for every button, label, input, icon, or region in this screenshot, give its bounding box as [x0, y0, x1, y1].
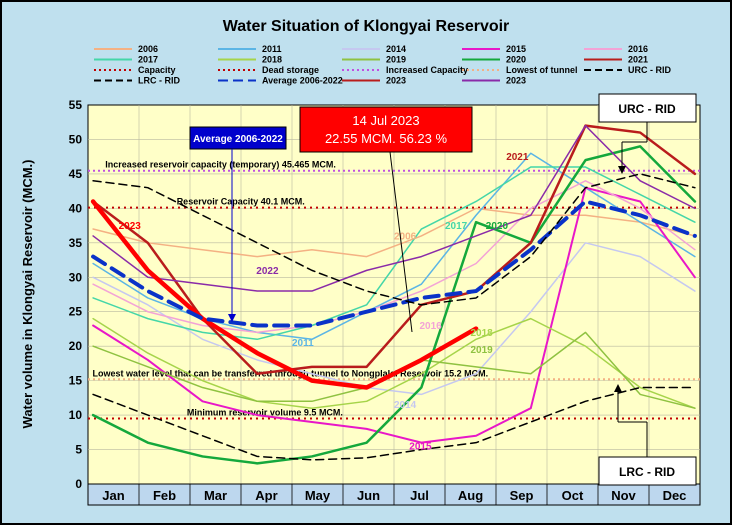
- legend-entry: 2018: [262, 55, 282, 65]
- legend-entry: 2021: [628, 55, 648, 65]
- x-tick-label: Feb: [153, 488, 176, 503]
- average-arrow: [228, 314, 236, 322]
- series-line: [90, 199, 479, 390]
- y-tick-label: 50: [69, 132, 83, 146]
- series-line: [91, 199, 697, 328]
- urc-arrow: [618, 166, 626, 174]
- y-tick-label: 10: [69, 408, 83, 422]
- y-tick-label: 30: [69, 270, 83, 284]
- urc-label-text: URC - RID: [618, 102, 676, 116]
- x-tick-label: Jun: [357, 488, 380, 503]
- x-tick-label: Jul: [410, 488, 429, 503]
- x-tick-label: Jan: [102, 488, 124, 503]
- series-label: 2014: [394, 400, 417, 411]
- x-axis: Jan Feb Mar Apr May Jun Jul Aug Sep Oct Nov Dec: [87, 483, 701, 506]
- reference-line-label: Minimum reservoir volume 9.5 MCM.: [187, 408, 343, 418]
- reference-lines: Increased reservoir capacity (temporary)…: [88, 160, 700, 420]
- y-tick-label: 15: [69, 374, 83, 388]
- legend-entry: Lowest of tunnel: [506, 65, 578, 75]
- series-label: 2015: [409, 442, 432, 453]
- legend-entry: 2019: [386, 55, 406, 65]
- series-label: 2006: [394, 231, 417, 242]
- y-tick-label: 45: [69, 167, 83, 181]
- y-tick-label: 55: [69, 98, 83, 112]
- y-tick-label: 40: [69, 201, 83, 215]
- current-date: 14 Jul 2023: [352, 113, 419, 128]
- lrc-arrow: [614, 384, 622, 392]
- x-tick-label: Sep: [510, 488, 534, 503]
- legend-entry: 2015: [506, 44, 526, 54]
- y-axis-label: Water volume in Klongyai Reservoir (MCM.…: [20, 160, 35, 429]
- legend-entry: LRC - RID: [138, 76, 180, 86]
- series-label: 2019: [471, 345, 494, 356]
- legend-entry: Capacity: [138, 65, 176, 75]
- series-label: 2018: [471, 328, 494, 339]
- series-line: [92, 173, 696, 306]
- reference-line-label: Increased reservoir capacity (temporary)…: [105, 160, 336, 170]
- series-label: 2021: [506, 152, 529, 163]
- legend: 2006 2011 2014 2015 2016 2017 2018 2019 2020 2021…: [94, 44, 671, 86]
- series-lines: [90, 124, 697, 465]
- x-tick-label: Dec: [663, 488, 687, 503]
- series-line: [92, 186, 696, 444]
- average-label-text: Average 2006-2022: [193, 134, 283, 145]
- y-tick-label: 35: [69, 236, 83, 250]
- average-callout: Average 2006-2022: [189, 126, 287, 322]
- x-tick-label: Mar: [204, 488, 227, 503]
- series-line: [92, 242, 696, 396]
- series-labels: 2006 2011 2014 2015 2016 2017 2018 2019 2020 2021…: [119, 152, 529, 452]
- series-line: [92, 166, 696, 341]
- lrc-callout: LRC - RID: [598, 384, 697, 486]
- y-axis: 0 5 10 15 20 25 30 35 40 45 50 55: [69, 98, 83, 491]
- series-line: [92, 386, 696, 461]
- legend-entry: 2023: [386, 76, 406, 86]
- series-line: [92, 207, 696, 258]
- lrc-label-text: LRC - RID: [619, 465, 675, 479]
- current-value-callout: 14 Jul 2023 22.55 MCM. 56.23 %: [299, 106, 473, 333]
- current-volume: 22.55 MCM. 56.23 %: [325, 131, 448, 146]
- legend-entry: Increased Capacity: [386, 65, 468, 75]
- series-label: 2016: [420, 321, 443, 332]
- average-label-box: [189, 126, 287, 150]
- y-tick-label: 5: [75, 443, 82, 457]
- series-label: 2017: [445, 221, 468, 232]
- urc-label-box: [598, 93, 697, 123]
- x-tick-label: Oct: [562, 488, 584, 503]
- reference-line-label: Reservoir Capacity 40.1 MCM.: [177, 197, 305, 207]
- legend-entry: 2014: [386, 44, 406, 54]
- y-tick-label: 0: [75, 477, 82, 491]
- x-tick-label: Aug: [458, 488, 483, 503]
- legend-entry: 2016: [628, 44, 648, 54]
- legend-entry: Dead storage: [262, 65, 319, 75]
- y-tick-label: 25: [69, 305, 83, 319]
- legend-entry: 2020: [506, 55, 526, 65]
- y-tick-label: 20: [69, 339, 83, 353]
- series-line: [92, 124, 696, 292]
- series-label: 2022: [256, 266, 279, 277]
- lrc-label-box: [598, 456, 697, 486]
- reference-line-label: Lowest water level that can be transferr…: [93, 368, 489, 378]
- x-tick-label: May: [305, 488, 331, 503]
- chart-title: Water Situation of Klongyai Reservoir: [223, 18, 510, 35]
- series-label: 2011: [292, 338, 314, 349]
- x-tick-label: Apr: [255, 488, 277, 503]
- current-value-box: [299, 106, 473, 153]
- series-line: [92, 317, 696, 409]
- series-line: [91, 124, 697, 375]
- series-label: 2023: [119, 221, 142, 232]
- legend-entry: 2023: [506, 76, 526, 86]
- series-line: [91, 145, 697, 465]
- legend-entry: 2011: [262, 44, 282, 54]
- current-pointer: [389, 151, 413, 333]
- x-tick-label: Nov: [611, 488, 636, 503]
- legend-entry: Average 2006-2022: [262, 76, 343, 86]
- legend-entry: 2006: [138, 44, 158, 54]
- urc-callout: URC - RID: [598, 93, 697, 174]
- legend-entry: URC - RID: [628, 65, 671, 75]
- series-label: 2020: [486, 221, 509, 232]
- legend-entry: 2017: [138, 55, 158, 65]
